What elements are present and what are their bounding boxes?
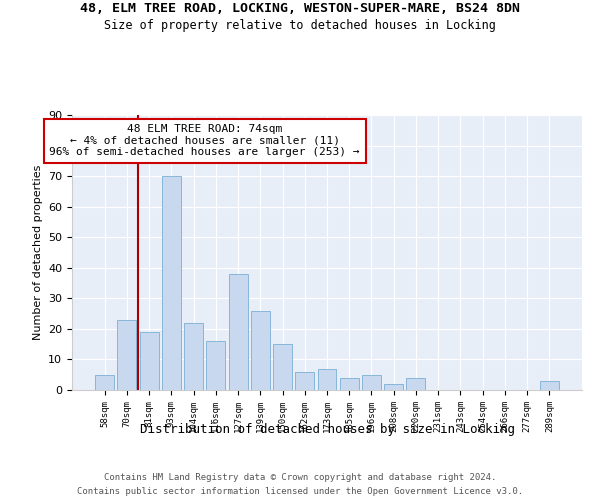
Bar (273, 344, 292, 390)
Text: Size of property relative to detached houses in Locking: Size of property relative to detached ho… (104, 18, 496, 32)
Bar (295, 372, 314, 390)
Bar (406, 378, 425, 390)
Y-axis label: Number of detached properties: Number of detached properties (32, 165, 43, 340)
Bar (251, 310, 270, 390)
Bar (95, 374, 114, 390)
Bar (340, 378, 359, 390)
Bar (184, 323, 203, 390)
Bar (118, 320, 136, 390)
Bar (540, 381, 559, 390)
Bar (384, 384, 403, 390)
Text: Contains HM Land Registry data © Crown copyright and database right 2024.: Contains HM Land Registry data © Crown c… (104, 472, 496, 482)
Bar (140, 332, 158, 390)
Bar (206, 341, 225, 390)
Text: 48, ELM TREE ROAD, LOCKING, WESTON-SUPER-MARE, BS24 8DN: 48, ELM TREE ROAD, LOCKING, WESTON-SUPER… (80, 2, 520, 16)
Text: 48 ELM TREE ROAD: 74sqm
← 4% of detached houses are smaller (11)
96% of semi-det: 48 ELM TREE ROAD: 74sqm ← 4% of detached… (49, 124, 360, 158)
Bar (362, 374, 381, 390)
Bar (317, 368, 337, 390)
Text: Distribution of detached houses by size in Locking: Distribution of detached houses by size … (139, 422, 515, 436)
Text: Contains public sector information licensed under the Open Government Licence v3: Contains public sector information licen… (77, 488, 523, 496)
Bar (229, 274, 248, 390)
Bar (162, 176, 181, 390)
